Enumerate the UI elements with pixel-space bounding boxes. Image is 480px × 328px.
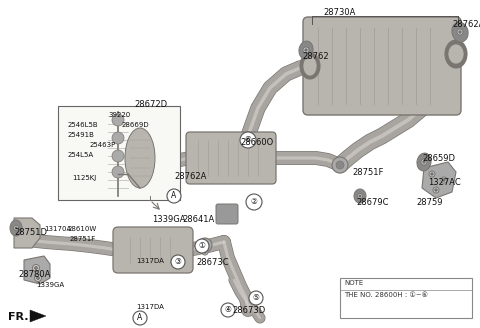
Circle shape (13, 226, 19, 231)
Circle shape (359, 195, 361, 197)
Text: NOTE: NOTE (344, 280, 363, 286)
Circle shape (195, 239, 209, 253)
Circle shape (15, 227, 17, 229)
Text: 28610W: 28610W (68, 226, 97, 232)
Circle shape (433, 187, 439, 193)
Text: ④: ④ (225, 305, 231, 315)
Text: 28762A: 28762A (174, 172, 206, 181)
Text: 1327AC: 1327AC (428, 178, 461, 187)
Circle shape (112, 150, 124, 162)
Circle shape (221, 303, 235, 317)
Circle shape (112, 114, 124, 126)
Ellipse shape (202, 241, 208, 249)
Circle shape (305, 49, 307, 51)
Text: 1125KJ: 1125KJ (72, 175, 96, 181)
Circle shape (33, 264, 39, 272)
Circle shape (431, 173, 433, 175)
Ellipse shape (125, 128, 155, 188)
Text: ②: ② (251, 197, 257, 207)
Polygon shape (422, 162, 456, 198)
Text: 39220: 39220 (108, 112, 130, 118)
Text: A: A (137, 314, 143, 322)
Bar (58, 106, 180, 200)
Circle shape (204, 251, 206, 253)
Text: 28673C: 28673C (196, 258, 228, 267)
Ellipse shape (354, 189, 366, 203)
Text: 28751D: 28751D (14, 228, 47, 237)
Text: 1339GA: 1339GA (36, 282, 64, 288)
Ellipse shape (445, 40, 467, 68)
Circle shape (358, 194, 362, 198)
Text: ⑥: ⑥ (245, 135, 252, 145)
Text: 28673D: 28673D (232, 306, 265, 315)
Circle shape (303, 47, 309, 53)
Ellipse shape (332, 157, 348, 173)
Ellipse shape (10, 220, 22, 236)
Ellipse shape (198, 238, 212, 252)
Circle shape (421, 159, 427, 165)
Ellipse shape (417, 153, 431, 171)
Text: 1339GA: 1339GA (152, 215, 185, 224)
Circle shape (429, 171, 435, 177)
Text: 254L5A: 254L5A (68, 152, 94, 158)
Polygon shape (14, 218, 40, 248)
Text: 28762: 28762 (302, 52, 329, 61)
Circle shape (435, 189, 437, 191)
Ellipse shape (336, 161, 344, 169)
Circle shape (441, 177, 447, 183)
Text: 28641A: 28641A (182, 215, 214, 224)
Text: 28669D: 28669D (122, 122, 150, 128)
Text: ③: ③ (175, 257, 181, 266)
Text: A: A (171, 192, 177, 200)
Text: 1317DA: 1317DA (136, 258, 164, 264)
Circle shape (112, 166, 124, 178)
FancyBboxPatch shape (216, 204, 238, 224)
Circle shape (443, 179, 445, 181)
Text: 28679C: 28679C (356, 198, 388, 207)
Circle shape (423, 161, 425, 163)
Ellipse shape (303, 56, 317, 76)
Text: 28730A: 28730A (324, 8, 356, 17)
Polygon shape (30, 310, 46, 322)
FancyBboxPatch shape (303, 17, 461, 115)
Circle shape (457, 29, 463, 35)
Text: 28780A: 28780A (18, 270, 50, 279)
Bar (340, 278, 472, 318)
Text: 13170A: 13170A (44, 226, 71, 232)
Circle shape (35, 275, 41, 281)
Text: 25491B: 25491B (68, 132, 95, 138)
Text: 28762A: 28762A (452, 20, 480, 29)
Text: ①: ① (199, 241, 205, 251)
Circle shape (459, 31, 461, 33)
Text: 28672D: 28672D (134, 100, 167, 109)
Text: 28759: 28759 (416, 198, 443, 207)
Text: 25463P: 25463P (90, 142, 116, 148)
Circle shape (167, 189, 181, 203)
Circle shape (246, 194, 262, 210)
Polygon shape (24, 256, 50, 284)
Text: 28751F: 28751F (352, 168, 384, 177)
Text: 2546L5B: 2546L5B (68, 122, 98, 128)
FancyBboxPatch shape (113, 227, 193, 273)
Text: 28751F: 28751F (70, 236, 96, 242)
Circle shape (36, 277, 39, 279)
Circle shape (35, 267, 37, 269)
Ellipse shape (300, 53, 320, 79)
Text: FR.: FR. (8, 312, 28, 322)
Ellipse shape (452, 22, 468, 42)
Circle shape (240, 132, 256, 148)
Text: THE NO. 28600H : ①~⑥: THE NO. 28600H : ①~⑥ (344, 292, 428, 298)
Circle shape (112, 132, 124, 144)
Circle shape (249, 291, 263, 305)
Circle shape (202, 249, 208, 255)
Circle shape (133, 311, 147, 325)
FancyBboxPatch shape (186, 132, 276, 184)
Text: ⑤: ⑤ (252, 294, 259, 302)
Text: 1317DA: 1317DA (136, 304, 164, 310)
Ellipse shape (448, 44, 464, 64)
Text: 28660O: 28660O (240, 138, 273, 147)
Circle shape (171, 255, 185, 269)
Ellipse shape (299, 41, 313, 59)
Text: 28659D: 28659D (422, 154, 455, 163)
